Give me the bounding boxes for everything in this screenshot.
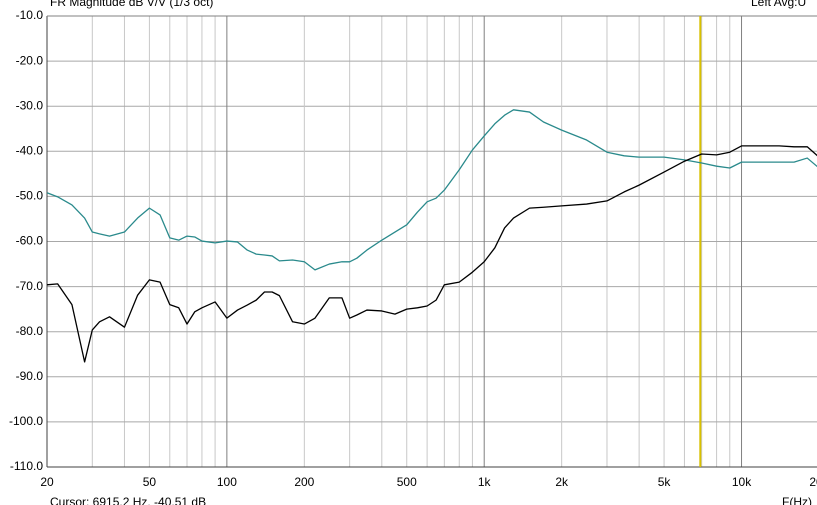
x-tick-label: 20 (40, 475, 54, 489)
x-axis-label: F(Hz) (782, 495, 812, 505)
y-tick-label: -50.0 (16, 189, 44, 203)
y-tick-label: -110.0 (10, 459, 43, 473)
chart-title: FR Magnitude dB V/V (1/3 oct) (50, 0, 213, 9)
x-tick-label: 1k (478, 475, 492, 489)
y-tick-label: -90.0 (16, 369, 44, 383)
y-tick-label: -30.0 (16, 98, 44, 112)
series-line (46, 145, 817, 363)
series-line (46, 109, 817, 271)
x-tick-label: 5k (658, 475, 672, 489)
x-tick-label: 50 (143, 475, 157, 489)
plot (46, 16, 817, 467)
y-tick-label: -60.0 (16, 234, 44, 248)
y-tick-label: -80.0 (16, 324, 44, 338)
y-tick-label: -20.0 (16, 53, 44, 67)
y-tick-label: -70.0 (16, 279, 44, 293)
x-tick-label: 10k (732, 475, 752, 489)
x-tick-label: 2k (555, 475, 569, 489)
channel-label: Left Avg:U (751, 0, 806, 9)
grid (46, 15, 817, 468)
x-tick-label: 100 (217, 475, 237, 489)
x-tick-label: 20k (809, 475, 817, 489)
y-tick-label: -10.0 (16, 8, 44, 22)
x-tick-label: 500 (397, 475, 417, 489)
x-tick-label: 200 (294, 475, 314, 489)
y-tick-label: -40.0 (16, 143, 44, 157)
y-tick-label: -100.0 (9, 414, 43, 428)
cursor-readout: Cursor: 6915.2 Hz, -40.51 dB (50, 495, 206, 505)
